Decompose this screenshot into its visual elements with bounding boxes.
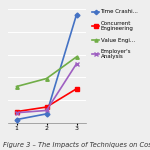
Line: Employer's
Analysis: Employer's Analysis — [15, 62, 78, 114]
Value Engi... — [46, 78, 47, 80]
Employer's
Analysis — [76, 63, 77, 65]
Concurrent
Engineering — [76, 88, 77, 90]
Employer's
Analysis — [46, 110, 47, 111]
Value Engi... — [16, 86, 17, 87]
Line: Concurrent
Engineering: Concurrent Engineering — [15, 87, 78, 113]
Employer's
Analysis — [16, 112, 17, 114]
Time Crashi... — [16, 119, 17, 120]
Line: Time Crashi...: Time Crashi... — [15, 13, 78, 121]
Value Engi... — [76, 56, 77, 58]
Concurrent
Engineering — [46, 106, 47, 108]
Line: Value Engi...: Value Engi... — [15, 55, 78, 88]
Concurrent
Engineering — [16, 111, 17, 112]
Legend: Time Crashi..., Concurrent
Engineering, Value Engi..., Employer's
Analysis: Time Crashi..., Concurrent Engineering, … — [92, 9, 138, 59]
Time Crashi... — [46, 113, 47, 115]
Time Crashi... — [76, 14, 77, 16]
Text: Figure 3 – The Impacts of Techniques on Cost Crite...: Figure 3 – The Impacts of Techniques on … — [3, 142, 150, 148]
